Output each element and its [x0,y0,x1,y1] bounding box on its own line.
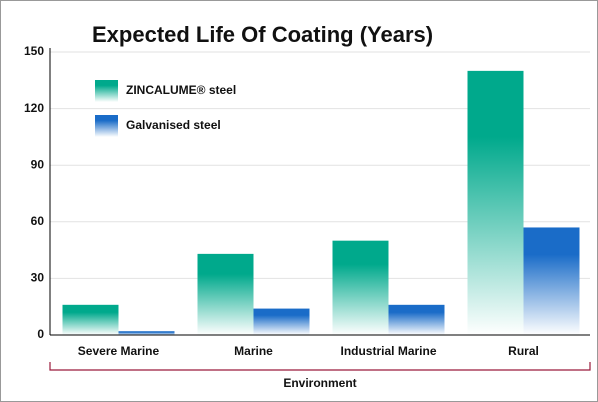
x-tick-label: Marine [234,344,273,358]
x-axis-label: Environment [283,376,356,390]
bar [523,227,580,335]
legend-label: ZINCALUME® steel [126,83,236,97]
y-tick-label: 30 [31,271,45,285]
legend-swatch [95,80,118,102]
bar [467,70,524,335]
y-tick-label: 60 [31,214,45,228]
legend-label: Galvanised steel [126,118,221,132]
bar [197,253,254,335]
y-tick-label: 0 [37,327,44,341]
bar [62,304,119,335]
x-tick-label: Severe Marine [78,344,160,358]
y-tick-label: 150 [24,44,44,58]
x-bracket [49,362,591,371]
bar [253,308,310,335]
chart-title: Expected Life Of Coating (Years) [92,22,433,47]
y-tick-label: 120 [24,101,44,115]
bar [118,331,175,335]
bar [388,304,445,335]
x-tick-label: Industrial Marine [340,344,436,358]
legend-swatch [95,115,118,137]
bar [332,240,389,335]
y-tick-label: 90 [31,157,45,171]
x-tick-label: Rural [508,344,539,358]
